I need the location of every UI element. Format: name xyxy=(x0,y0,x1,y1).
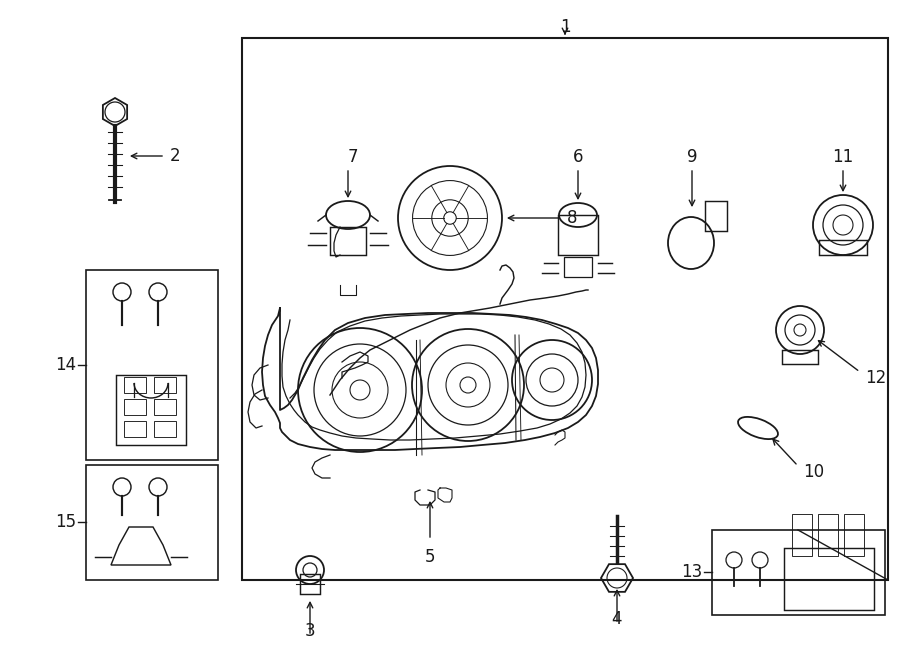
Text: 14: 14 xyxy=(55,356,76,374)
Bar xyxy=(124,377,146,393)
Text: 1: 1 xyxy=(560,18,571,36)
Bar xyxy=(558,215,598,255)
Bar xyxy=(154,377,176,393)
Bar xyxy=(116,375,186,445)
Bar xyxy=(124,399,146,415)
Bar xyxy=(705,201,727,231)
Bar xyxy=(782,350,818,364)
Bar xyxy=(242,38,888,580)
Bar xyxy=(154,399,176,415)
Bar xyxy=(818,514,838,556)
Text: 15: 15 xyxy=(55,513,76,531)
Bar xyxy=(330,227,366,255)
Bar xyxy=(86,465,218,580)
Bar xyxy=(564,257,592,277)
Text: 2: 2 xyxy=(170,147,181,165)
Bar xyxy=(819,240,867,255)
Bar xyxy=(124,421,146,437)
Text: 7: 7 xyxy=(347,148,358,166)
Text: 8: 8 xyxy=(567,209,578,227)
Bar xyxy=(154,421,176,437)
Text: 10: 10 xyxy=(803,463,824,481)
Text: 4: 4 xyxy=(612,610,622,628)
Bar xyxy=(712,530,885,615)
Text: 3: 3 xyxy=(305,622,315,640)
Bar xyxy=(86,270,218,460)
Text: 11: 11 xyxy=(832,148,853,166)
Text: 13: 13 xyxy=(680,563,702,581)
Text: 5: 5 xyxy=(425,548,436,566)
Text: 9: 9 xyxy=(687,148,698,166)
Bar xyxy=(784,548,874,610)
Text: 6: 6 xyxy=(572,148,583,166)
Bar xyxy=(792,514,812,556)
Bar xyxy=(844,514,864,556)
Text: 12: 12 xyxy=(865,369,886,387)
Bar xyxy=(300,574,320,594)
